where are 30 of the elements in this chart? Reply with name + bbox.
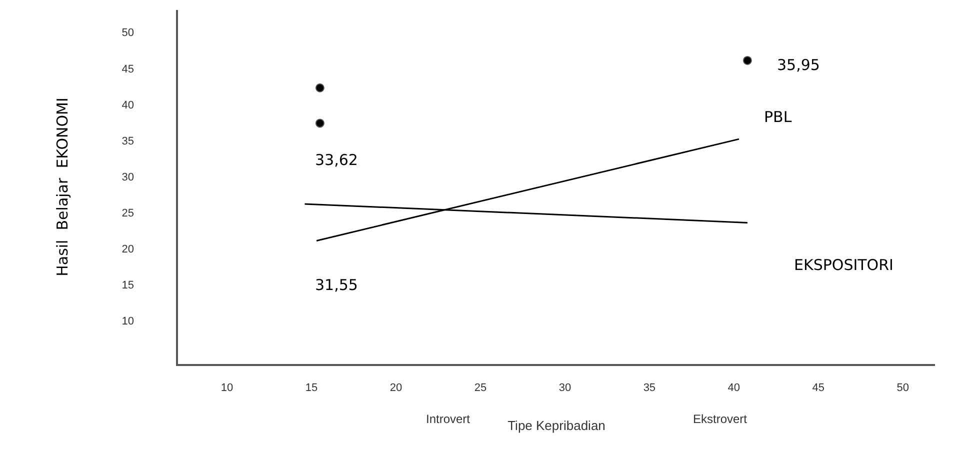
x-tick-label: 40 xyxy=(728,382,740,394)
x-tick-label: 10 xyxy=(220,382,234,394)
y-tick-label: 40 xyxy=(122,99,134,112)
y-tick-label: 25 xyxy=(122,207,134,220)
point xyxy=(315,83,324,92)
point xyxy=(742,56,752,65)
x-tick-label: 25 xyxy=(474,382,487,394)
y-tick-label: 30 xyxy=(122,171,134,184)
y-tick-label: 35 xyxy=(122,135,134,148)
annotation: 31,55 xyxy=(315,276,358,294)
text: Introvert xyxy=(426,412,471,426)
y-axis-title: Hasil Belajar EKONOMI xyxy=(54,98,72,276)
point xyxy=(315,118,324,128)
x-tick-label: 50 xyxy=(896,382,910,394)
y-tick-label: 45 xyxy=(122,63,134,76)
y-tick-label: 10 xyxy=(122,316,134,328)
y-tick-label: 50 xyxy=(122,27,134,40)
x-tick-label: 20 xyxy=(390,382,402,394)
annotation: 35,95 xyxy=(777,56,820,74)
y-tick-label: 15 xyxy=(122,280,134,292)
annotation: 33,62 xyxy=(315,151,358,169)
x-tick-label: 45 xyxy=(812,382,825,394)
text: Ekstrovert xyxy=(693,412,748,426)
y-tick-label: 20 xyxy=(122,243,134,256)
series-label: PBL xyxy=(764,108,792,126)
x-tick-label: 15 xyxy=(305,382,318,394)
x-axis-title: Tipe Kepribadian xyxy=(508,418,606,434)
x-tick-label: 30 xyxy=(558,382,572,394)
x-tick-label: 35 xyxy=(643,382,656,394)
text: EKSPOSITORI xyxy=(794,256,894,274)
